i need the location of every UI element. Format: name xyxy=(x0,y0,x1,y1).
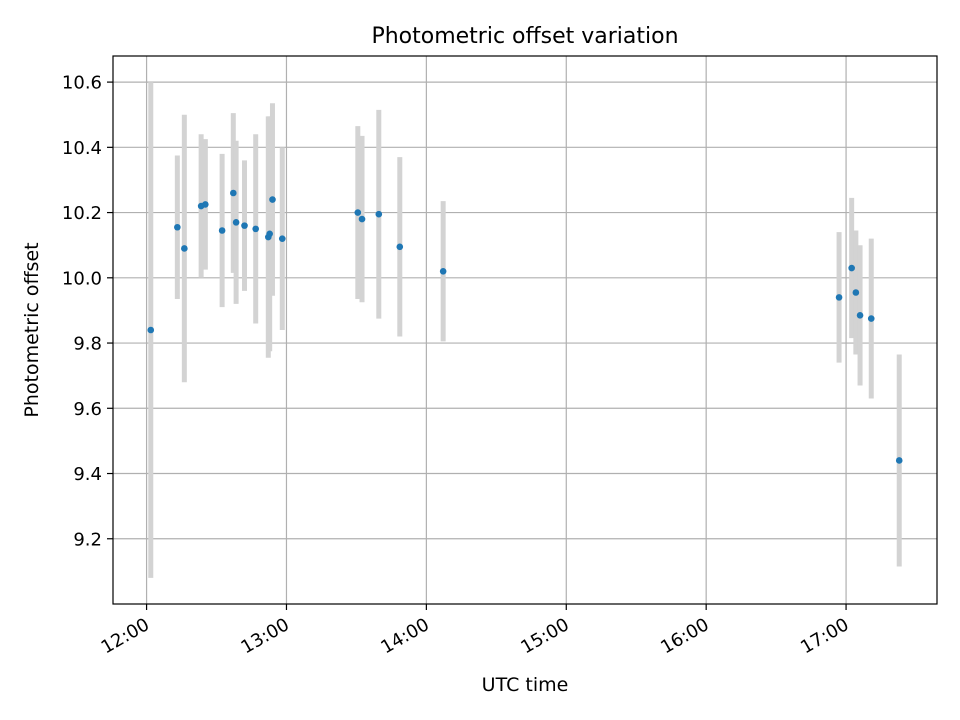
data-point xyxy=(174,223,181,231)
plot-area-frame xyxy=(112,55,938,605)
data-point xyxy=(439,267,447,275)
data-point xyxy=(266,230,273,238)
data-point xyxy=(375,210,383,218)
data-points xyxy=(147,189,903,464)
x-tick-label: 13:00 xyxy=(238,614,293,658)
x-tick-label: 15:00 xyxy=(517,614,572,658)
data-point xyxy=(354,209,362,216)
data-point xyxy=(241,222,248,229)
data-point xyxy=(232,219,240,226)
y-tick-label: 10.6 xyxy=(62,73,102,94)
x-tick-label: 14:00 xyxy=(377,614,432,658)
data-point xyxy=(147,326,155,334)
axis-ticks: 9.2 9.4 9.6 9.8 10.0 10.2 10.4 10.6 12:00 13:00 14… xyxy=(62,73,853,659)
chart-title: Photometric offset variation xyxy=(371,24,678,49)
data-point xyxy=(835,294,843,301)
error-bars xyxy=(148,82,902,578)
y-tick-label: 10.4 xyxy=(62,138,102,159)
data-point xyxy=(358,215,366,223)
data-point xyxy=(856,312,864,319)
y-tick-label: 9.4 xyxy=(73,464,102,485)
data-point xyxy=(852,289,860,296)
x-tick-label: 12:00 xyxy=(98,614,153,658)
data-point xyxy=(202,201,209,208)
data-point xyxy=(218,227,226,234)
data-point xyxy=(396,243,404,251)
data-point xyxy=(895,457,903,464)
x-axis-label: UTC time xyxy=(482,674,569,696)
y-tick-label: 9.6 xyxy=(73,399,102,420)
data-point xyxy=(181,245,188,252)
data-point xyxy=(252,225,259,233)
grid xyxy=(113,56,937,604)
data-point xyxy=(867,315,875,322)
data-point xyxy=(278,235,286,242)
x-tick-label: 17:00 xyxy=(797,614,852,658)
y-tick-label: 9.8 xyxy=(73,334,102,355)
y-tick-label: 10.0 xyxy=(62,268,102,289)
data-point xyxy=(848,264,855,272)
data-point xyxy=(230,189,237,197)
data-point xyxy=(269,196,276,203)
y-tick-label: 9.2 xyxy=(73,529,102,550)
y-axis-label: Photometric offset xyxy=(21,242,43,417)
y-tick-label: 10.2 xyxy=(62,203,102,224)
x-tick-label: 16:00 xyxy=(657,614,712,658)
